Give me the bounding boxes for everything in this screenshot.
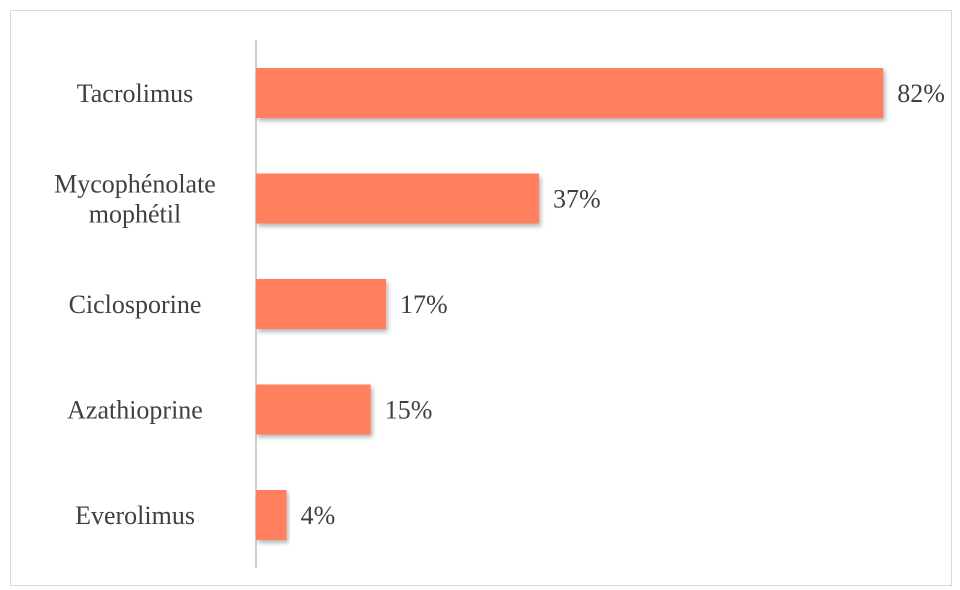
bar [256,384,371,435]
category-tick-label: Tacrolimus [77,79,194,108]
bar [256,279,387,329]
data-label: 82% [897,79,945,108]
category-tick-label: Everolimus [75,501,195,530]
bar [256,68,884,118]
category-tick-label: Ciclosporine [69,290,202,319]
bar [256,490,287,540]
data-label: 15% [385,396,433,425]
data-label: 17% [400,290,448,319]
category-tick-label: Azathioprine [67,396,203,425]
data-label: 4% [301,501,336,530]
data-label: 37% [553,185,601,214]
bar [256,173,540,224]
category-tick-label: mophétil [89,200,181,229]
category-tick-label: Mycophénolate [54,170,216,199]
